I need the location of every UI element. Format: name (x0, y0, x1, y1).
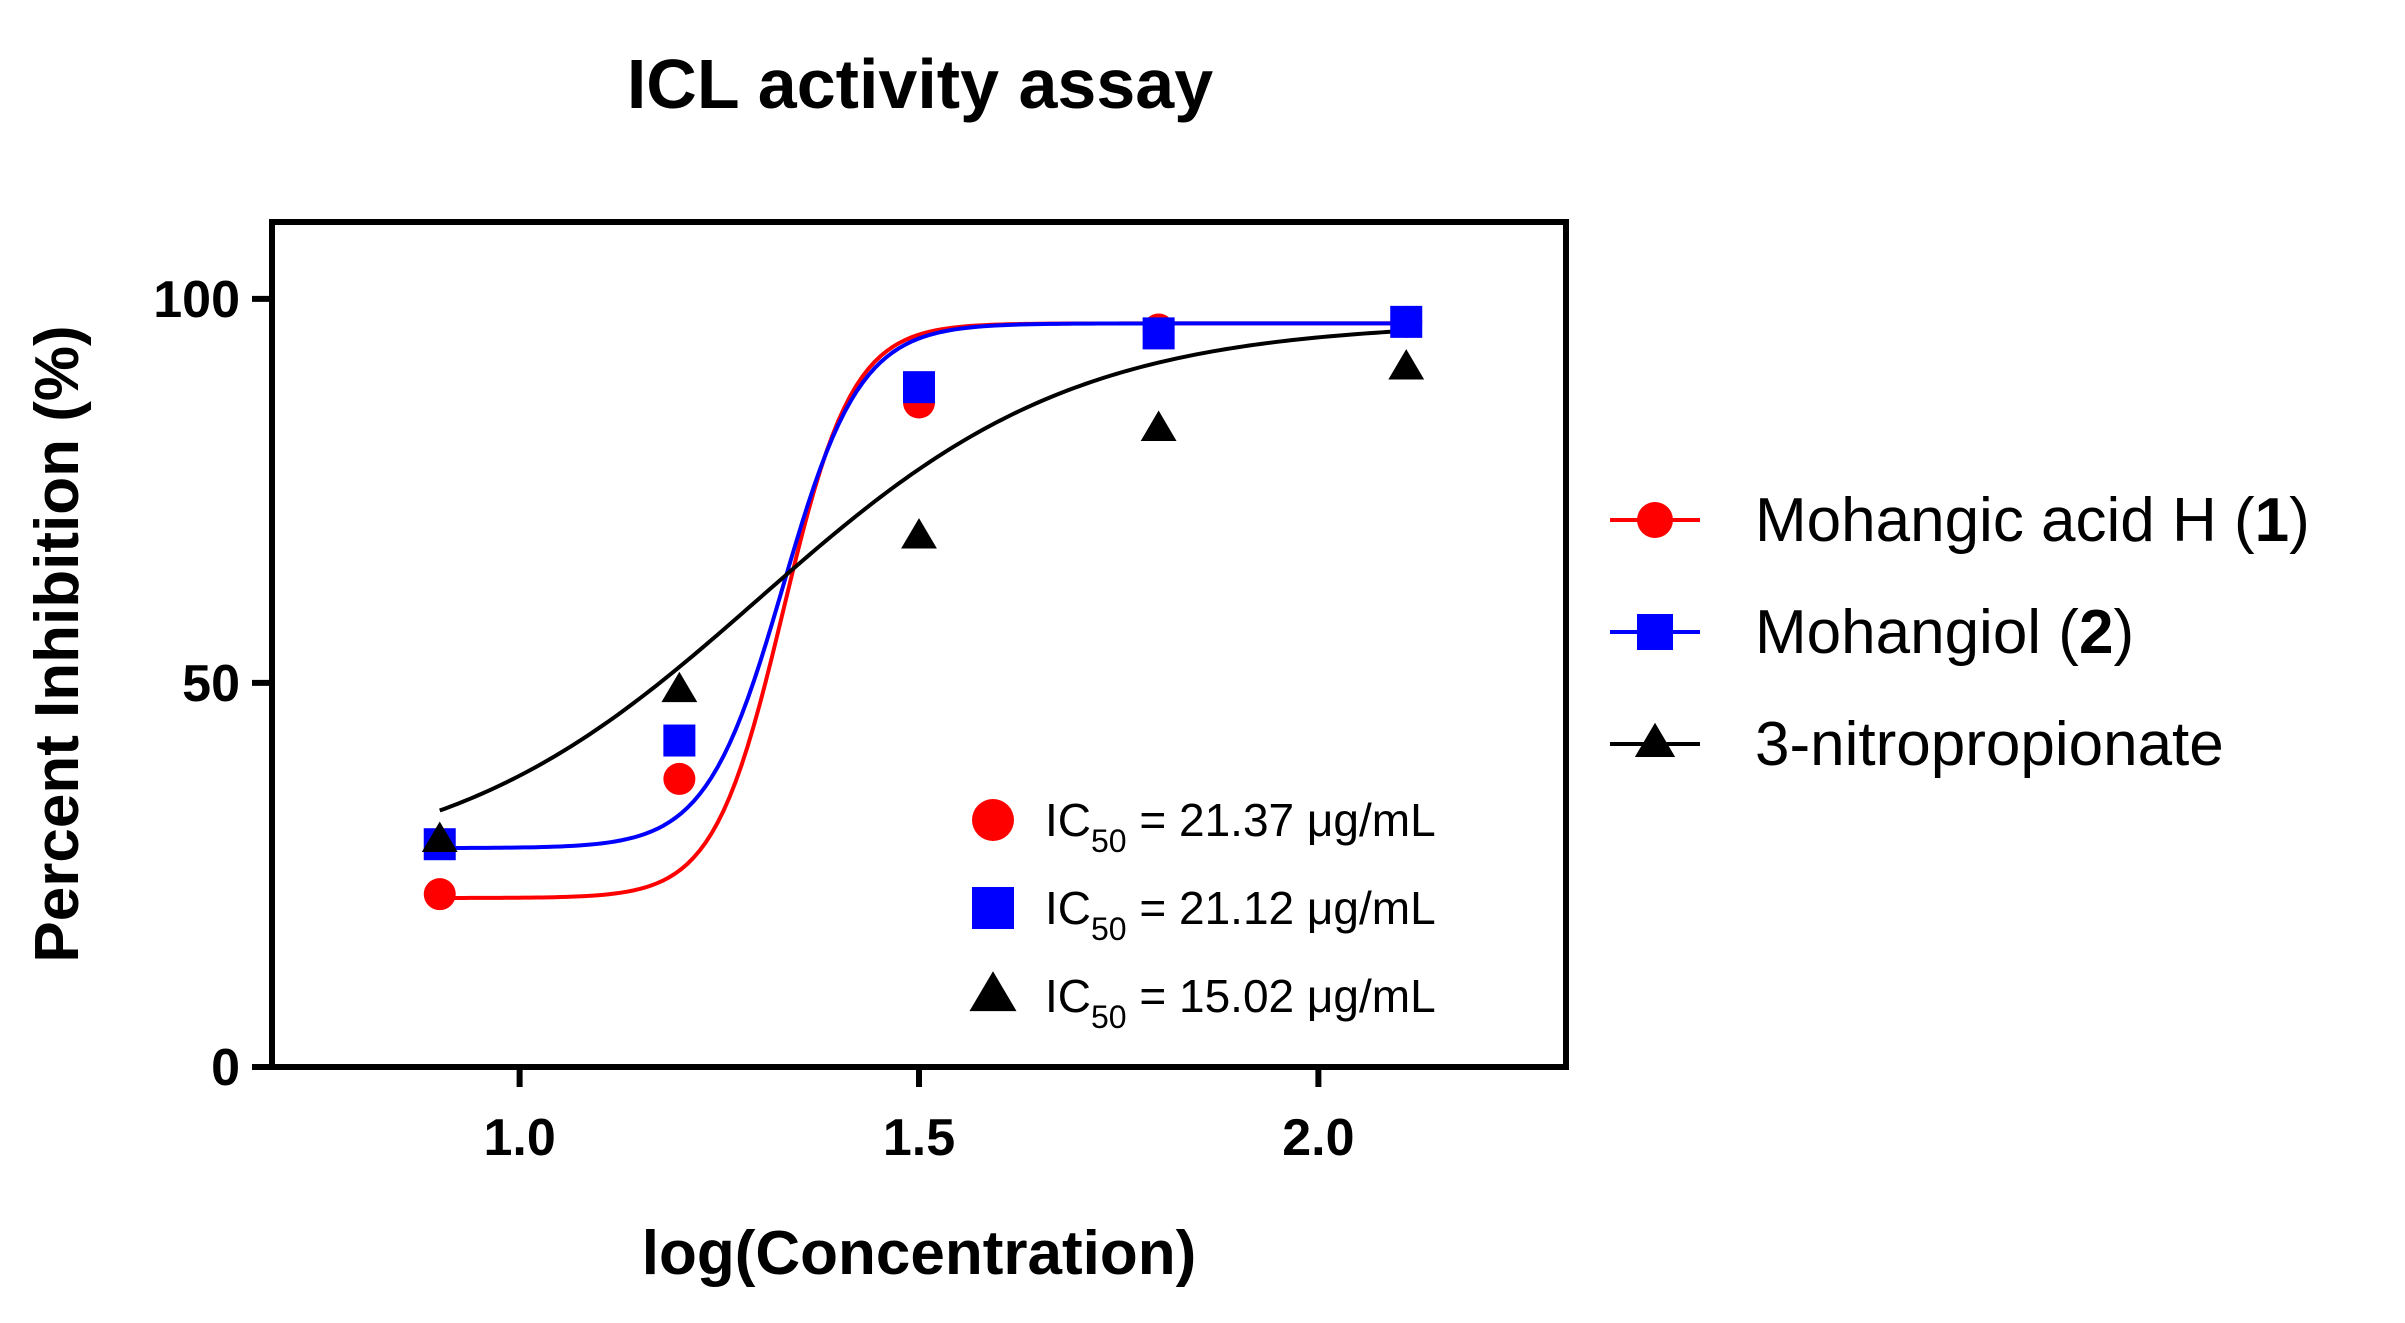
fit-curves (439, 321, 1407, 900)
y-tick-label: 100 (153, 271, 240, 329)
chart-title: ICL activity assay (627, 45, 1213, 123)
x-axis: 1.0 1.5 2.0 (483, 1067, 1355, 1167)
legend-entry: 3-nitropropionate (1755, 710, 2224, 779)
ic50-annotations: IC50 = 21.37 μg/mL IC50 = 21.12 μg/mL IC50… (969, 794, 1436, 1035)
x-tick-label: 2.0 (1282, 1109, 1354, 1167)
legend-marker (1634, 722, 1676, 757)
legend-entry: Mohangiol (2) (1755, 598, 2134, 667)
x-tick-label: 1.0 (483, 1109, 555, 1167)
ic50-label: IC50 = 21.37 μg/mL (1045, 794, 1436, 859)
data-point (1140, 410, 1177, 441)
data-point (903, 371, 935, 404)
ic50-label: IC50 = 21.12 μg/mL (1045, 882, 1436, 947)
legend-marker (1637, 614, 1673, 650)
annotation-marker (969, 971, 1017, 1012)
plot-frame (269, 219, 1569, 1070)
y-tick-label: 0 (211, 1039, 240, 1097)
data-point (421, 821, 458, 852)
fit-curve (439, 328, 1407, 813)
annotation-marker (972, 799, 1014, 841)
data-point (1390, 305, 1423, 338)
data-point (1142, 317, 1175, 350)
data-point (1388, 349, 1425, 380)
x-axis-label: log(Concentration) (642, 1219, 1197, 1288)
legend-entry: Mohangic acid H (1) (1755, 486, 2310, 555)
data-point (423, 878, 456, 911)
y-axis: 0 50 100 (153, 271, 272, 1097)
y-axis-label: Percent Inhibition (%) (23, 325, 92, 962)
legend-marker (1637, 502, 1673, 538)
x-tick-label: 1.5 (883, 1109, 955, 1167)
data-point (663, 724, 696, 757)
annotation-marker (972, 887, 1014, 929)
fit-curve (439, 321, 1407, 850)
data-point (901, 518, 937, 549)
data-point (663, 762, 696, 795)
data-markers (421, 305, 1425, 911)
legend: Mohangic acid H (1) Mohangiol (2) 3-nitrop… (1610, 486, 2310, 779)
data-point (661, 671, 698, 703)
ic50-label: IC50 = 15.02 μg/mL (1045, 970, 1436, 1035)
y-tick-label: 50 (182, 655, 240, 713)
